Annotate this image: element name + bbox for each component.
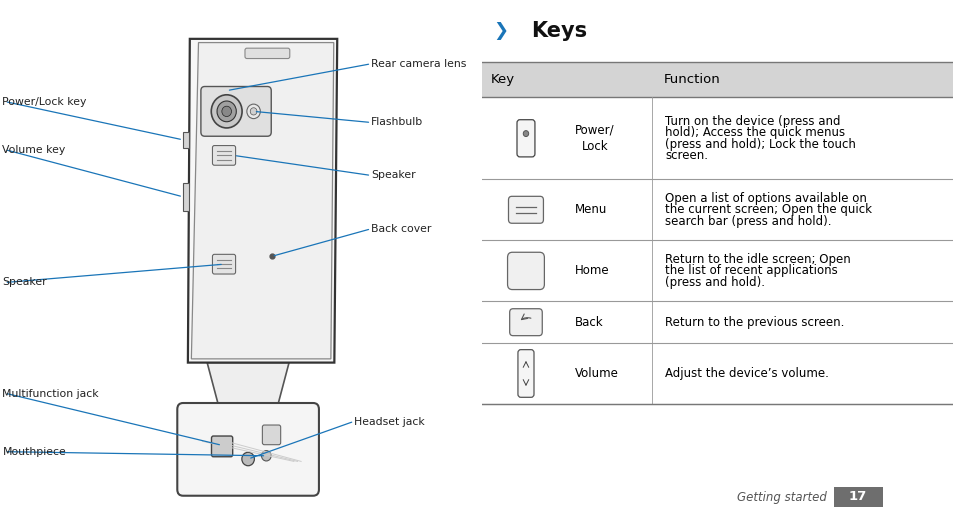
Text: Power/Lock key: Power/Lock key [3,97,87,107]
FancyBboxPatch shape [177,403,318,496]
Text: (press and hold).: (press and hold). [664,276,764,289]
Circle shape [242,452,254,466]
Text: 17: 17 [848,490,866,503]
Text: Speaker: Speaker [371,170,416,180]
FancyBboxPatch shape [213,146,235,165]
Text: Volume: Volume [575,367,618,380]
Bar [481,62,953,97]
Circle shape [222,106,232,117]
Text: Keys: Keys [531,21,587,41]
Text: Back: Back [575,315,603,329]
Text: Mouthpiece: Mouthpiece [3,447,66,457]
Text: Flashbulb: Flashbulb [371,117,423,127]
FancyBboxPatch shape [201,87,271,136]
Text: Function: Function [663,73,720,87]
Text: Speaker: Speaker [3,277,47,287]
FancyBboxPatch shape [509,309,541,336]
Text: search bar (press and hold).: search bar (press and hold). [664,214,831,228]
FancyBboxPatch shape [507,252,544,290]
Text: screen.: screen. [664,149,707,162]
Circle shape [261,451,271,461]
Polygon shape [207,363,289,409]
Text: Back cover: Back cover [371,224,431,235]
Text: Open a list of options available on: Open a list of options available on [664,192,866,205]
Polygon shape [192,42,334,359]
Text: Return to the previous screen.: Return to the previous screen. [664,315,843,329]
Text: Volume key: Volume key [3,145,66,155]
Polygon shape [188,39,336,363]
Text: Multifunction jack: Multifunction jack [3,388,99,399]
Circle shape [523,131,528,137]
Text: Key: Key [491,73,515,87]
Bar [183,182,189,211]
Circle shape [211,95,242,128]
FancyBboxPatch shape [508,196,543,223]
FancyBboxPatch shape [517,120,535,157]
Text: Home: Home [575,264,609,278]
Bar [833,487,882,507]
FancyBboxPatch shape [212,436,233,457]
FancyBboxPatch shape [517,350,534,397]
FancyBboxPatch shape [213,254,235,274]
Text: hold); Access the quick menus: hold); Access the quick menus [664,126,844,139]
Text: Headset jack: Headset jack [354,417,424,427]
Circle shape [250,108,256,115]
Text: Getting started: Getting started [736,491,825,504]
Text: the current screen; Open the quick: the current screen; Open the quick [664,203,871,217]
FancyBboxPatch shape [245,48,290,59]
FancyBboxPatch shape [262,425,280,444]
Text: the list of recent applications: the list of recent applications [664,264,837,278]
Text: ❯: ❯ [493,22,508,40]
Circle shape [247,104,260,119]
Text: Return to the idle screen; Open: Return to the idle screen; Open [664,253,850,266]
Text: Turn on the device (press and: Turn on the device (press and [664,114,840,128]
Text: Rear camera lens: Rear camera lens [371,59,466,69]
Text: Menu: Menu [575,203,607,217]
Circle shape [217,101,236,122]
Bar [183,132,189,148]
Text: Power/
Lock: Power/ Lock [575,123,615,153]
Text: Adjust the device’s volume.: Adjust the device’s volume. [664,367,828,380]
Text: (press and hold); Lock the touch: (press and hold); Lock the touch [664,137,855,151]
